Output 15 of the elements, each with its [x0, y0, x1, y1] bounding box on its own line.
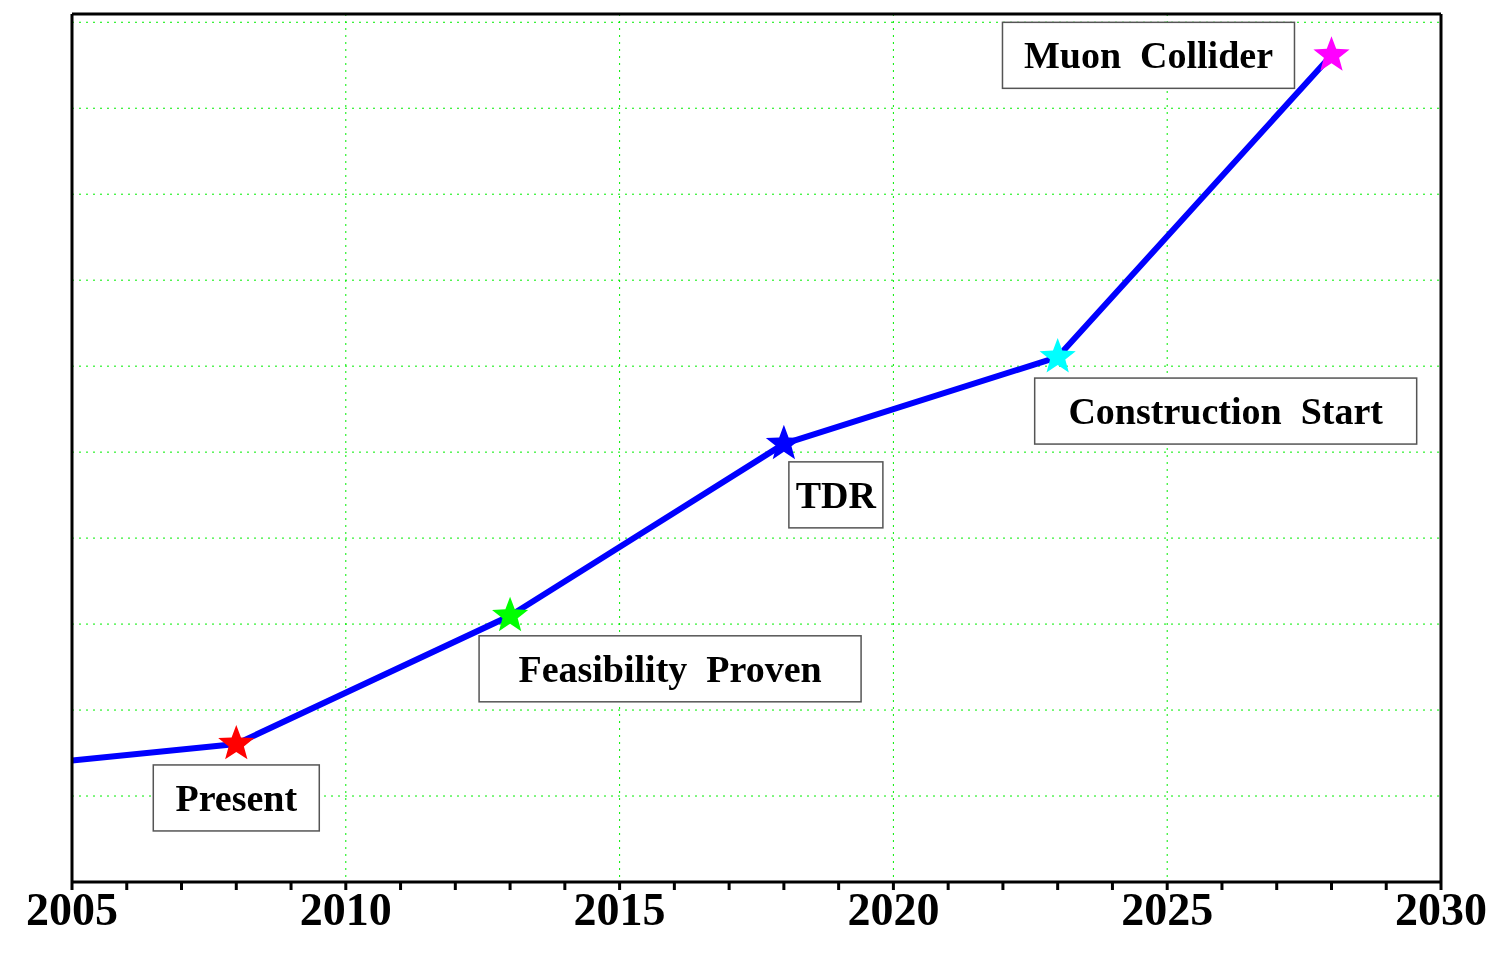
annotation: Feasibility Proven: [518, 647, 822, 690]
annotation: Construction Start: [1068, 390, 1384, 433]
point: [218, 724, 255, 760]
annotation: Muon Collider: [1023, 34, 1274, 77]
x-tick-label: 2015: [573, 883, 666, 935]
x-tick-label: 2030: [1395, 883, 1487, 935]
x-tick-label: 2025: [1121, 883, 1214, 935]
x-tick-label: 2020: [847, 883, 940, 935]
annotation: Present: [175, 776, 298, 819]
point: [1313, 36, 1350, 71]
point: [1039, 338, 1076, 373]
x-tick-label: 2005: [26, 883, 118, 935]
x-tick-label: 2010: [299, 883, 392, 935]
point: [492, 596, 529, 632]
annotation: TDR: [795, 473, 877, 516]
